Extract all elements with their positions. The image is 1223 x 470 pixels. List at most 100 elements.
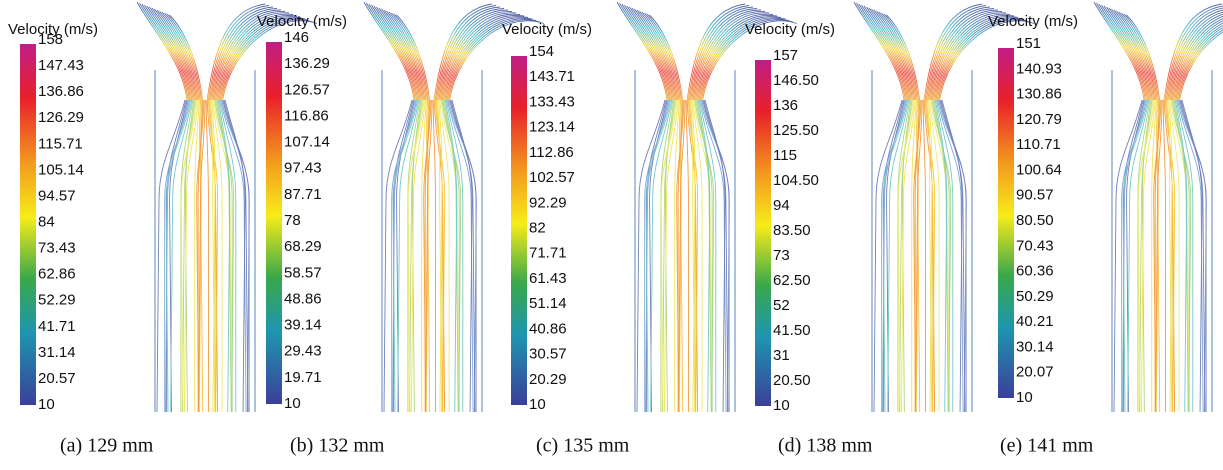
streamline xyxy=(631,7,675,101)
color-bar-label: 80.50 xyxy=(1016,212,1054,229)
streamline xyxy=(899,99,913,413)
color-bar-label: 83.50 xyxy=(773,222,811,239)
streamline xyxy=(634,8,676,101)
streamline xyxy=(698,17,786,101)
streamline xyxy=(373,5,420,101)
color-bar-label: 126.57 xyxy=(284,81,330,98)
streamline xyxy=(139,2,189,101)
streamline xyxy=(887,99,910,413)
streamline xyxy=(1141,99,1156,413)
streamline xyxy=(222,20,318,101)
streamline xyxy=(217,99,231,413)
color-bar-label: 10 xyxy=(529,396,546,413)
streamline xyxy=(645,99,669,413)
streamline xyxy=(208,6,274,101)
streamline xyxy=(435,6,501,101)
streamline xyxy=(378,7,422,101)
streamline xyxy=(438,99,443,413)
streamline xyxy=(636,9,678,101)
streamline xyxy=(936,18,1027,101)
streamline xyxy=(164,99,190,412)
color-bar-label: 10 xyxy=(284,395,301,412)
streamline xyxy=(702,99,730,412)
streamline xyxy=(1165,7,1223,101)
streamline xyxy=(212,11,286,101)
streamline xyxy=(141,3,190,101)
streamline xyxy=(650,99,673,413)
streamline xyxy=(423,99,432,413)
color-bar-label: 100.64 xyxy=(1016,161,1062,178)
streamline xyxy=(371,4,419,101)
color-bar-label: 90.57 xyxy=(1016,187,1054,204)
streamline xyxy=(692,11,766,101)
color-bar-label: 58.57 xyxy=(284,264,322,281)
streamline xyxy=(662,99,676,413)
streamline xyxy=(449,20,545,101)
streamline xyxy=(439,99,450,412)
streamline xyxy=(922,99,926,412)
streamline xyxy=(639,10,679,101)
streamline xyxy=(937,19,1031,101)
streamline xyxy=(184,99,195,413)
streamline xyxy=(646,99,667,412)
color-bar-label: 147.43 xyxy=(38,57,84,74)
streamline xyxy=(183,99,199,413)
color-bar-label: 158 xyxy=(38,31,63,48)
color-bar-label: 94.57 xyxy=(38,187,76,204)
streamline xyxy=(219,99,237,412)
caption: (b) 132 mm xyxy=(290,435,385,457)
streamline xyxy=(1177,99,1204,413)
color-bar-label: 52.29 xyxy=(38,292,76,309)
streamline xyxy=(1139,99,1153,413)
streamline xyxy=(1098,3,1147,101)
streamline xyxy=(1151,99,1157,412)
streamline xyxy=(1111,8,1153,101)
legend-title: Velocity (m/s) xyxy=(988,13,1078,30)
streamline xyxy=(663,99,679,413)
streamline xyxy=(1170,16,1223,101)
streamline xyxy=(393,99,414,412)
streamline xyxy=(437,99,443,413)
color-bar-label: 87.71 xyxy=(284,186,322,203)
streamline xyxy=(441,13,521,101)
streamline xyxy=(1101,4,1149,101)
color-bar-label: 30.57 xyxy=(529,346,567,363)
streamline xyxy=(220,19,314,101)
streamline xyxy=(446,99,464,412)
streamline xyxy=(165,99,189,413)
streamline xyxy=(1121,12,1158,101)
streamline xyxy=(696,14,778,101)
color-bar-label: 41.71 xyxy=(38,318,76,335)
streamline xyxy=(1096,2,1146,101)
streamline xyxy=(439,11,513,101)
color-bar-label: 146.50 xyxy=(773,72,819,89)
color-bar-label: 60.36 xyxy=(1016,263,1054,280)
streamline xyxy=(164,12,201,101)
streamline xyxy=(437,8,505,101)
color-bar xyxy=(755,60,771,406)
caption: (c) 135 mm xyxy=(536,435,630,457)
color-bar-label: 82 xyxy=(529,219,546,236)
panel: Velocity (m/s) 151 140.93 130.86 120.79 110.7… xyxy=(988,1,1223,457)
streamline xyxy=(392,99,416,413)
streamline xyxy=(165,99,191,413)
streamline xyxy=(1127,99,1150,413)
color-bar-label: 107.14 xyxy=(284,134,330,151)
color-bar-label: 84 xyxy=(38,213,55,230)
streamline xyxy=(170,99,193,413)
color-bar xyxy=(998,48,1014,398)
streamline xyxy=(641,11,680,101)
streamline xyxy=(425,99,433,413)
streamline xyxy=(438,9,509,101)
streamline xyxy=(702,20,798,101)
streamline xyxy=(1173,99,1189,413)
streamline xyxy=(863,5,910,101)
streamline xyxy=(210,8,278,101)
streamlines xyxy=(616,1,798,413)
color-bar xyxy=(266,42,282,404)
streamline xyxy=(217,16,302,101)
streamline xyxy=(1106,6,1151,101)
color-bar-label: 97.43 xyxy=(284,160,322,177)
streamline xyxy=(1177,29,1223,101)
color-bar-label: 136.29 xyxy=(284,55,330,72)
